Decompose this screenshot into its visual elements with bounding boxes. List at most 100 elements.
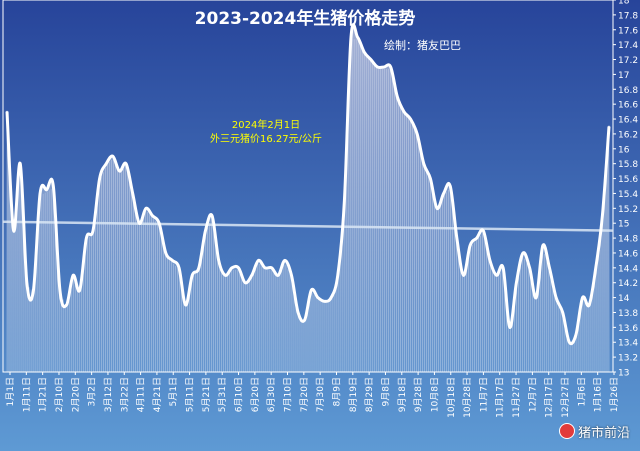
data-point <box>588 304 590 306</box>
x-tick-label: 2月20日 <box>70 377 81 412</box>
data-point <box>32 289 35 291</box>
data-point <box>442 192 445 195</box>
line-layer <box>2 23 614 346</box>
data-point <box>270 267 273 269</box>
data-point <box>250 274 253 277</box>
data-point <box>145 207 147 210</box>
data-point <box>456 237 458 239</box>
data-point <box>277 274 280 277</box>
data-point <box>290 274 293 277</box>
data-point <box>131 192 134 195</box>
x-tick-label: 10月18日 <box>446 377 457 418</box>
data-point <box>350 36 352 38</box>
data-point <box>211 214 213 217</box>
x-tick-label: 9月18日 <box>397 377 408 412</box>
y-tick-label: 15 <box>618 220 629 230</box>
x-tick-label: 4月21日 <box>152 377 163 412</box>
data-point <box>138 222 141 224</box>
data-point <box>323 300 326 303</box>
data-point <box>310 289 313 291</box>
data-point <box>191 274 194 277</box>
data-point <box>184 304 187 306</box>
price-area <box>7 24 609 372</box>
data-point <box>429 177 432 180</box>
data-point <box>164 252 167 254</box>
data-point <box>482 229 485 232</box>
data-point <box>171 259 174 262</box>
data-point <box>535 296 538 299</box>
x-tick-label: 7月20日 <box>299 377 310 412</box>
y-tick-label: 13 <box>618 369 629 379</box>
data-point <box>78 289 81 291</box>
y-tick-label: 18 <box>618 0 630 7</box>
data-point <box>575 334 577 336</box>
data-point <box>508 326 511 329</box>
data-point <box>336 274 339 277</box>
watermark: 猪市前沿 <box>558 422 630 441</box>
data-point <box>396 95 399 98</box>
x-tick-label: 9月28日 <box>413 377 424 412</box>
x-tick-label: 8月9日 <box>331 377 342 406</box>
data-point <box>475 237 478 239</box>
data-point <box>608 125 610 128</box>
x-tick-label: 1月11日 <box>21 377 32 412</box>
data-point <box>489 259 491 262</box>
data-point <box>151 214 154 217</box>
data-point <box>52 185 55 187</box>
x-tick-label: 12月17日 <box>544 377 555 418</box>
x-tick-label: 8月29日 <box>364 377 375 412</box>
x-tick-label: 6月10日 <box>234 377 245 412</box>
y-tick-label: 14.2 <box>618 279 638 289</box>
x-tick-label: 1月16日 <box>593 377 604 412</box>
data-point <box>555 296 557 299</box>
data-point <box>303 319 306 321</box>
y-tick-label: 15.8 <box>618 160 638 170</box>
x-tick-label: 2月10日 <box>54 377 65 412</box>
y-axis: 13 13.2 13.4 13.6 13.8 14 14.2 14.4 14.6 14.8 15 15… <box>613 0 638 379</box>
y-tick-label: 14.4 <box>618 264 638 274</box>
watermark-logo-icon <box>558 423 575 439</box>
x-tick-label: 1月21日 <box>38 377 49 412</box>
y-tick-label: 13.6 <box>618 324 638 334</box>
data-point <box>217 259 220 262</box>
y-tick-label: 15.4 <box>618 190 638 200</box>
y-tick-label: 16.2 <box>618 130 638 140</box>
data-point <box>158 222 160 224</box>
y-tick-label: 16.4 <box>618 116 638 126</box>
data-point <box>568 341 571 344</box>
data-point <box>65 304 68 306</box>
x-tick-label: 6月30日 <box>266 377 277 412</box>
x-tick-label: 11月7日 <box>478 377 489 412</box>
data-point <box>542 244 544 247</box>
chart-subtitle: 绘制：猪友巴巴 <box>384 38 461 52</box>
data-point <box>72 274 74 277</box>
data-point <box>356 36 359 38</box>
y-tick-label: 16 <box>618 145 630 155</box>
data-point <box>231 267 233 269</box>
price-line <box>5 23 611 346</box>
data-point <box>436 207 438 210</box>
data-point <box>105 162 108 165</box>
data-point <box>39 192 41 195</box>
x-tick-label: 1月1日 <box>5 377 16 406</box>
data-point <box>12 229 15 232</box>
y-tick-label: 15.6 <box>618 175 638 185</box>
data-point <box>561 311 564 314</box>
data-point <box>343 200 346 202</box>
y-tick-label: 15.2 <box>618 205 638 215</box>
data-point <box>363 51 366 53</box>
y-tick-label: 13.4 <box>618 339 638 349</box>
data-point <box>495 274 498 277</box>
x-tick-label: 10月8日 <box>429 377 440 412</box>
data-point <box>204 229 207 232</box>
y-tick-label: 13.8 <box>618 309 638 319</box>
data-point <box>264 267 266 269</box>
data-point <box>85 237 88 239</box>
watermark-text: 猪市前沿 <box>577 426 630 441</box>
data-point <box>422 162 425 165</box>
x-tick-label: 7月10日 <box>283 377 294 412</box>
data-point <box>178 267 180 269</box>
annotation-line-2: 外三元猪价16.27元/公斤 <box>210 133 322 145</box>
y-tick-label: 17 <box>618 71 629 81</box>
